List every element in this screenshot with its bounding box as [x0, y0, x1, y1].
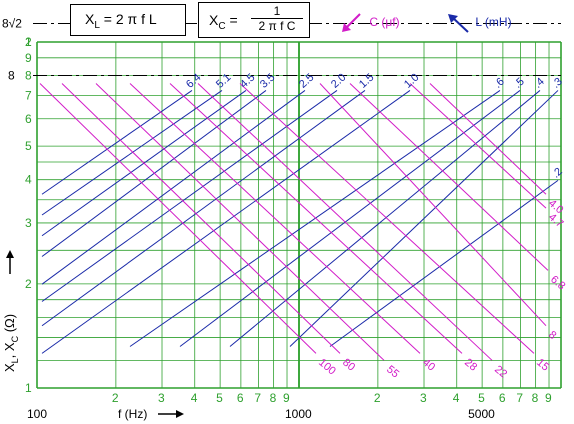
capacitance-lines	[39, 83, 549, 361]
y-axis-arrowhead-icon	[6, 250, 14, 258]
capacitance-line	[409, 83, 547, 209]
capacitance-label: 80	[340, 357, 357, 374]
y-marker-sqrt: 8√2	[2, 16, 22, 30]
x-tick-label: 4	[453, 391, 460, 405]
inductance-line	[289, 90, 559, 347]
inductance-label: 1.0	[402, 72, 421, 91]
capacitance-legend-label: C (μf)	[369, 15, 400, 30]
y-tick-label: 1	[25, 35, 32, 49]
capacitance-label: 28	[462, 357, 479, 374]
x-tick-label: 7	[254, 391, 261, 405]
y-tick-label: 9	[25, 51, 32, 65]
y-tick-label: 2	[25, 35, 32, 49]
x-tick-label: 9	[545, 391, 552, 405]
x-tick-label: 9	[283, 391, 290, 405]
inductance-label: .6	[492, 76, 507, 91]
y-tick-label: 3	[25, 216, 32, 230]
x-tick-label: 5	[478, 391, 485, 405]
x-major-label: 100	[27, 407, 47, 421]
x-axis-arrowhead-icon	[176, 410, 184, 418]
capacitance-label: 6.8	[548, 273, 567, 292]
x-tick-label: 5	[216, 391, 223, 405]
inductance-legend: L (mH)	[446, 12, 512, 34]
xc-eq: =	[229, 12, 238, 28]
x-tick-label: 2	[112, 391, 119, 405]
x-tick-label: 6	[499, 391, 506, 405]
capacitance-label: 15	[534, 357, 551, 374]
capacitance-label: 8	[546, 329, 558, 342]
x-axis-label: f (Hz)	[118, 407, 147, 421]
capacitance-line	[169, 83, 463, 354]
inductance-label: 2.5	[297, 72, 316, 91]
capacitance-label: 100	[316, 357, 338, 378]
xc-formula-box: XC = 1 2 π f C	[198, 2, 310, 38]
capacitance-line	[319, 83, 547, 327]
x-tick-label: 8	[270, 391, 277, 405]
y-tick-label: 5	[25, 139, 32, 153]
inductance-line	[179, 90, 521, 347]
xl-lhs: X	[85, 11, 95, 27]
inductance-label: .3	[550, 76, 565, 91]
capacitance-label: 55	[384, 363, 401, 380]
xl-formula-box: XL = 2 π f L	[70, 4, 186, 36]
inductance-line	[229, 90, 541, 347]
x-major-label: 5000	[468, 407, 495, 421]
y-tick-label: 1	[25, 381, 32, 395]
capacitance-line	[39, 83, 317, 354]
capacitance-line	[239, 83, 535, 354]
x-tick-label: 2	[374, 391, 381, 405]
capacitance-label: 22	[492, 363, 509, 380]
x-tick-label: 8	[532, 391, 539, 405]
capacitance-line	[349, 83, 549, 271]
inductance-label: 3.5	[258, 72, 277, 91]
inductance-legend-label: L (mH)	[475, 15, 512, 30]
xl-rhs: = 2 π f L	[103, 11, 157, 27]
x-tick-label: 3	[420, 391, 427, 405]
xc-sub: C	[218, 20, 226, 32]
chart-grid	[36, 41, 562, 389]
xc-numerator: 1	[251, 4, 303, 19]
x-tick-label: 4	[191, 391, 198, 405]
xl-sub: L	[94, 19, 100, 31]
y-tick-label: 4	[25, 173, 32, 187]
xc-lhs: X	[209, 12, 219, 28]
capacitance-line	[129, 83, 421, 354]
y-axis-label: XL, XC (Ω)	[2, 314, 20, 372]
capacitance-label: 40	[420, 357, 437, 374]
inductance-label: .2	[550, 166, 565, 181]
y-tick-label: 7	[25, 89, 32, 103]
inductance-line	[41, 90, 411, 354]
capacitance-line	[95, 83, 385, 361]
y-tick-label: 2	[25, 277, 32, 291]
capacitance-legend: C (μf)	[340, 12, 400, 34]
y-tick-label: 8	[25, 69, 32, 83]
capacitance-line	[197, 83, 493, 361]
y-marker: 8	[8, 69, 15, 83]
inductance-label: 1.5	[357, 72, 376, 91]
inductance-line	[41, 90, 223, 216]
x-major-label: 1000	[285, 407, 312, 421]
inductance-line	[41, 90, 366, 327]
l-arrow-icon	[448, 14, 469, 33]
x-tick-label: 3	[158, 391, 165, 405]
inductance-label: .5	[512, 76, 527, 91]
x-tick-label: 7	[516, 391, 523, 405]
xc-denominator: 2 π f C	[258, 19, 296, 33]
inductance-line	[329, 179, 559, 347]
y-tick-label: 6	[25, 112, 32, 126]
capacitance-line	[429, 83, 547, 195]
inductance-label: 5.1	[214, 72, 233, 91]
inductance-line	[41, 90, 193, 195]
c-arrow-icon	[342, 13, 361, 32]
capacitance-line	[61, 83, 341, 354]
inductance-label: .4	[532, 76, 547, 91]
inductance-label: 2.0	[329, 72, 348, 91]
inductance-label: 6.4	[184, 72, 203, 91]
x-tick-label: 6	[237, 391, 244, 405]
inductance-line	[129, 90, 501, 347]
inductance-line	[41, 90, 338, 302]
inductance-line	[41, 90, 306, 285]
